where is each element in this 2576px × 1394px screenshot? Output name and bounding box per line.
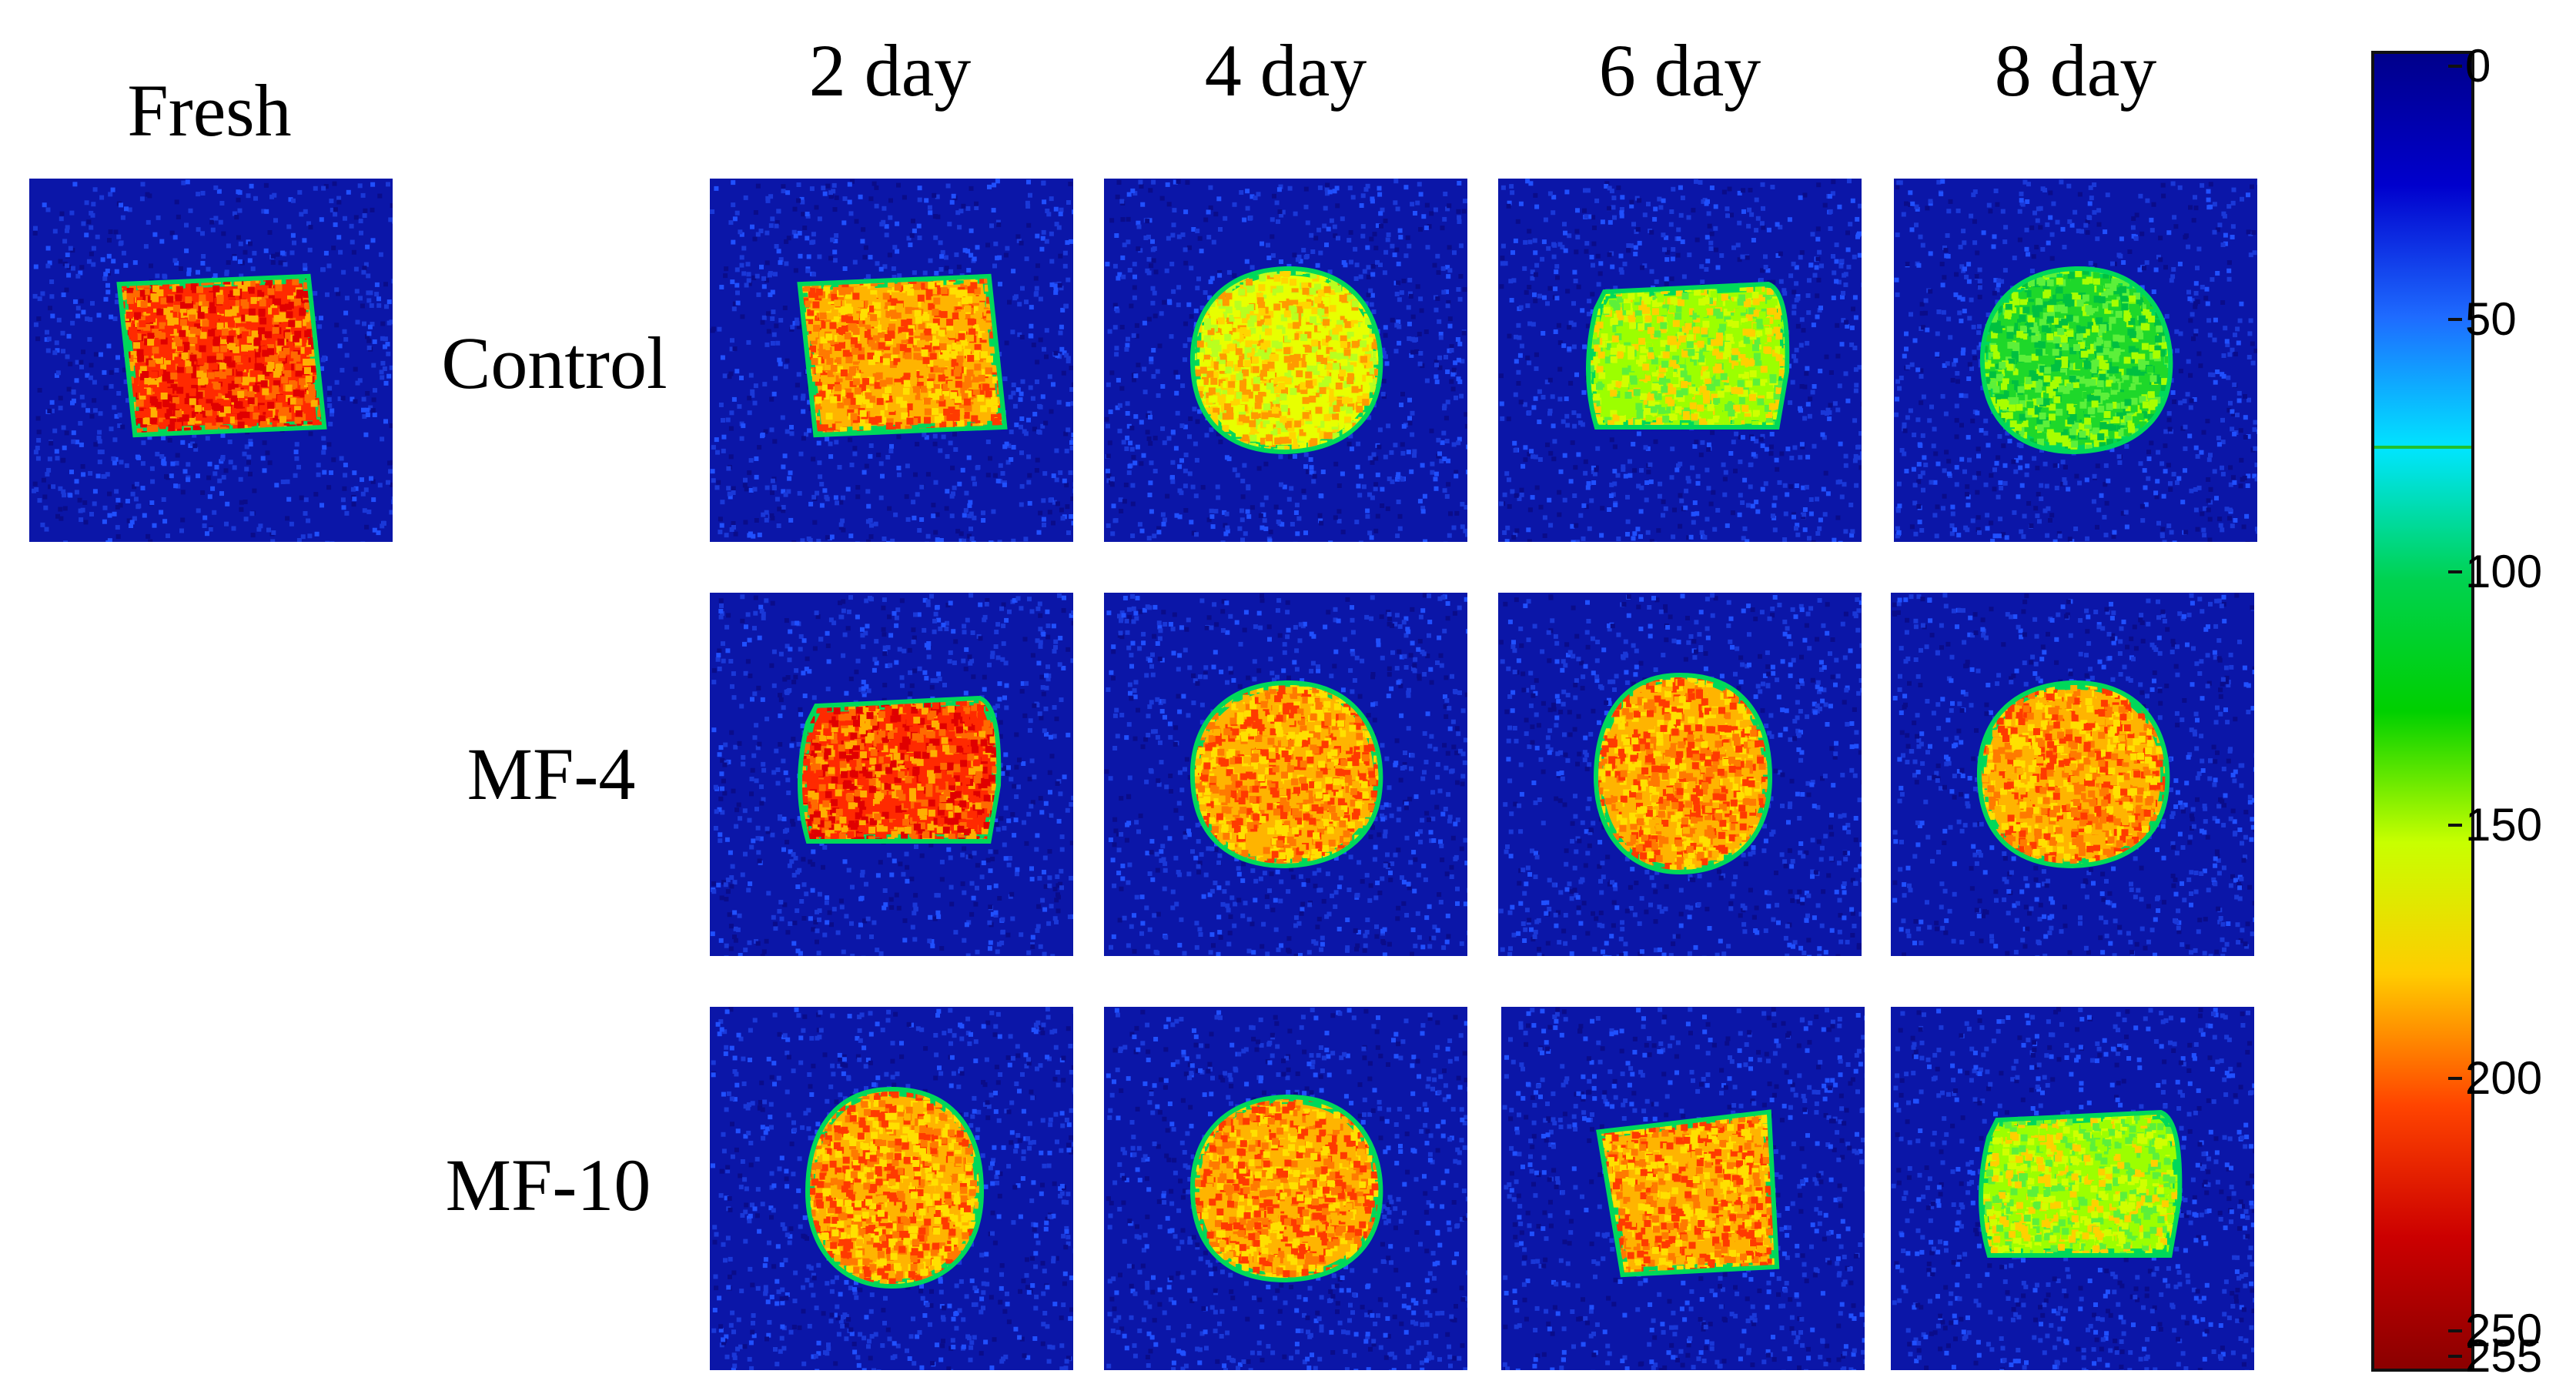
panel-image [710, 1007, 1073, 1370]
fresh-label: Fresh [127, 74, 291, 148]
panel-fresh [29, 179, 393, 542]
column-label-2-day: 2 day [809, 34, 972, 108]
panel-control-2-day [710, 179, 1073, 542]
row-label-control: Control [441, 326, 667, 400]
panel-control-6-day [1498, 179, 1862, 542]
colorbar-tick [2448, 823, 2462, 827]
panel-control-4-day [1104, 179, 1467, 542]
colorbar-gradient [2374, 54, 2471, 1369]
panel-image [1498, 179, 1862, 542]
panel-image [1104, 179, 1467, 542]
column-label-6-day: 6 day [1599, 34, 1761, 108]
colorbar-tick-label: 250 [2465, 1308, 2542, 1354]
panel-image [29, 179, 393, 542]
row-label-mf-10: MF-10 [446, 1148, 651, 1222]
panel-image [1104, 593, 1467, 956]
colorbar-tick-label: 200 [2465, 1055, 2542, 1101]
colorbar-tick [2448, 1076, 2462, 1080]
panel-mf-4-4-day [1104, 593, 1467, 956]
panel-image [1498, 593, 1862, 956]
panel-image [1501, 1007, 1865, 1370]
colorbar-marker-line [2374, 445, 2471, 449]
panel-mf-10-4-day [1104, 1007, 1467, 1370]
panel-image [710, 179, 1073, 542]
colorbar-tick-label: 100 [2465, 549, 2542, 595]
panel-mf-10-8-day [1891, 1007, 2254, 1370]
colorbar-tick [2448, 1329, 2462, 1333]
panel-image [1891, 1007, 2254, 1370]
colorbar-tick-label: 50 [2465, 296, 2517, 343]
panel-image [1894, 179, 2257, 542]
colorbar-tick-label: 0 [2465, 43, 2491, 89]
colorbar-axis: 0 50 100 150 200 250 255 [2371, 43, 2571, 1379]
colorbar-tick [2448, 1355, 2462, 1358]
colorbar-tick [2448, 570, 2462, 574]
panel-control-8-day [1894, 179, 2257, 542]
panel-image [710, 593, 1073, 956]
colorbar-tick-label: 150 [2465, 801, 2542, 848]
panel-image [1891, 593, 2254, 956]
panel-mf-10-2-day [710, 1007, 1073, 1370]
panel-mf-10-6-day [1501, 1007, 1865, 1370]
colorbar [2371, 51, 2474, 1372]
row-label-mf-4: MF-4 [467, 737, 636, 811]
panel-mf-4-6-day [1498, 593, 1862, 956]
panel-mf-4-8-day [1891, 593, 2254, 956]
colorbar-tick-label: 255 [2465, 1333, 2542, 1379]
panel-image [1104, 1007, 1467, 1370]
column-label-8-day: 8 day [1995, 34, 2157, 108]
panel-mf-4-2-day [710, 593, 1073, 956]
colorbar-tick [2448, 65, 2462, 68]
colorbar-tick [2448, 317, 2462, 321]
column-label-4-day: 4 day [1205, 34, 1367, 108]
